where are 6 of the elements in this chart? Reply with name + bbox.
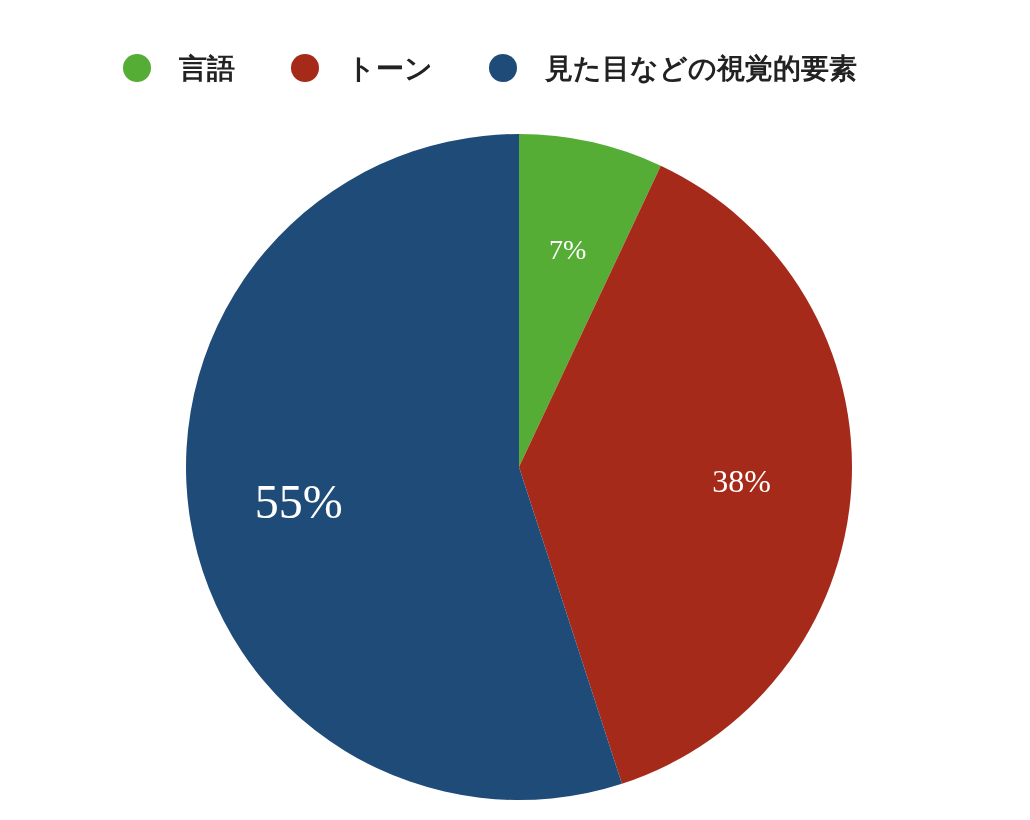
legend-label: 言語 (178, 51, 235, 85)
data-label: 7% (549, 233, 587, 265)
data-label: 55% (254, 475, 343, 529)
legend-label: トーン (347, 51, 433, 85)
data-label: 38% (712, 463, 771, 500)
legend-label: 見た目などの視覚的要素 (544, 51, 857, 85)
